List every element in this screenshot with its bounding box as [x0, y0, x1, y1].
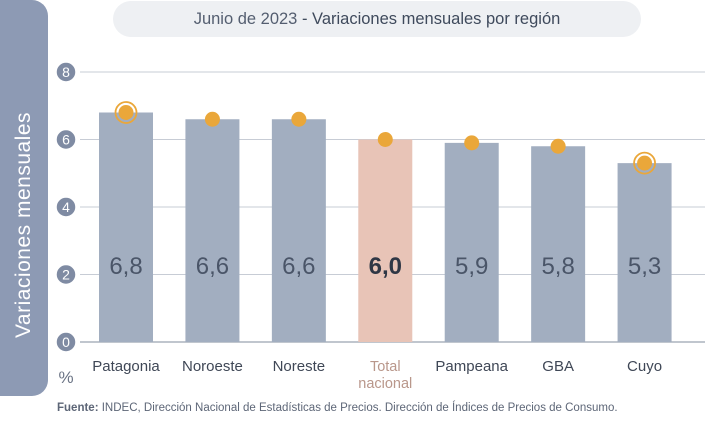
bar-2 — [271, 119, 326, 342]
y-axis-panel: Variaciones mensuales — [0, 0, 48, 396]
y-tick-label-4: 4 — [62, 199, 70, 215]
bar-1 — [185, 119, 240, 342]
marker-ring-0 — [114, 101, 138, 124]
value-label-5: 5,8 — [541, 253, 574, 280]
title-subject: Variaciones mensuales por región — [312, 9, 561, 28]
source-footer: Fuente: INDEC, Dirección Nacional de Est… — [57, 402, 618, 414]
bar-4 — [444, 142, 499, 342]
title-period: Junio de 2023 — [193, 9, 298, 28]
y-tick-badge-4 — [55, 196, 77, 218]
marker-6 — [637, 155, 653, 171]
category-label-1: Noroeste — [182, 358, 243, 375]
marker-3 — [377, 132, 393, 147]
value-label-1: 6,6 — [196, 253, 229, 280]
y-tick-label-6: 6 — [62, 132, 70, 148]
chart-title: Junio de 2023 - Variaciones mensuales po… — [113, 1, 641, 37]
marker-5 — [550, 138, 566, 154]
y-tick-badge-0 — [55, 331, 77, 353]
bar-6 — [617, 163, 672, 342]
value-label-6: 5,3 — [628, 253, 661, 280]
y-tick-badge-8 — [55, 61, 77, 83]
value-label-2: 6,6 — [282, 253, 315, 280]
y-tick-label-2: 2 — [62, 267, 70, 283]
marker-ring-6 — [633, 151, 656, 175]
bar-3 — [358, 139, 413, 342]
y-tick-badge-2 — [55, 263, 77, 286]
category-label-3-0: Total — [370, 359, 401, 375]
value-label-0: 6,8 — [109, 253, 142, 280]
category-label-5: GBA — [542, 358, 574, 375]
category-label-3-1: nacional — [358, 376, 412, 392]
source-text: INDEC, Dirección Nacional de Estadística… — [98, 402, 618, 414]
category-label-0: Patagonia — [92, 358, 160, 375]
bar-0 — [99, 112, 153, 342]
marker-4 — [464, 135, 480, 151]
bar-5 — [531, 146, 586, 342]
category-label-2: Noreste — [273, 358, 326, 375]
marker-0 — [118, 105, 134, 120]
source-label: Fuente: — [57, 402, 99, 414]
y-tick-label-8: 8 — [62, 64, 70, 80]
category-label-4: Pampeana — [435, 358, 508, 375]
marker-1 — [204, 111, 220, 127]
y-tick-label-0: 0 — [62, 334, 70, 350]
value-label-4: 5,9 — [455, 253, 488, 280]
title-separator: - — [297, 9, 313, 28]
y-unit-label: % — [58, 368, 73, 387]
marker-2 — [291, 111, 307, 127]
category-label-6: Cuyo — [627, 358, 662, 375]
y-tick-badge-6 — [55, 128, 77, 151]
value-label-3: 6,0 — [369, 253, 402, 280]
